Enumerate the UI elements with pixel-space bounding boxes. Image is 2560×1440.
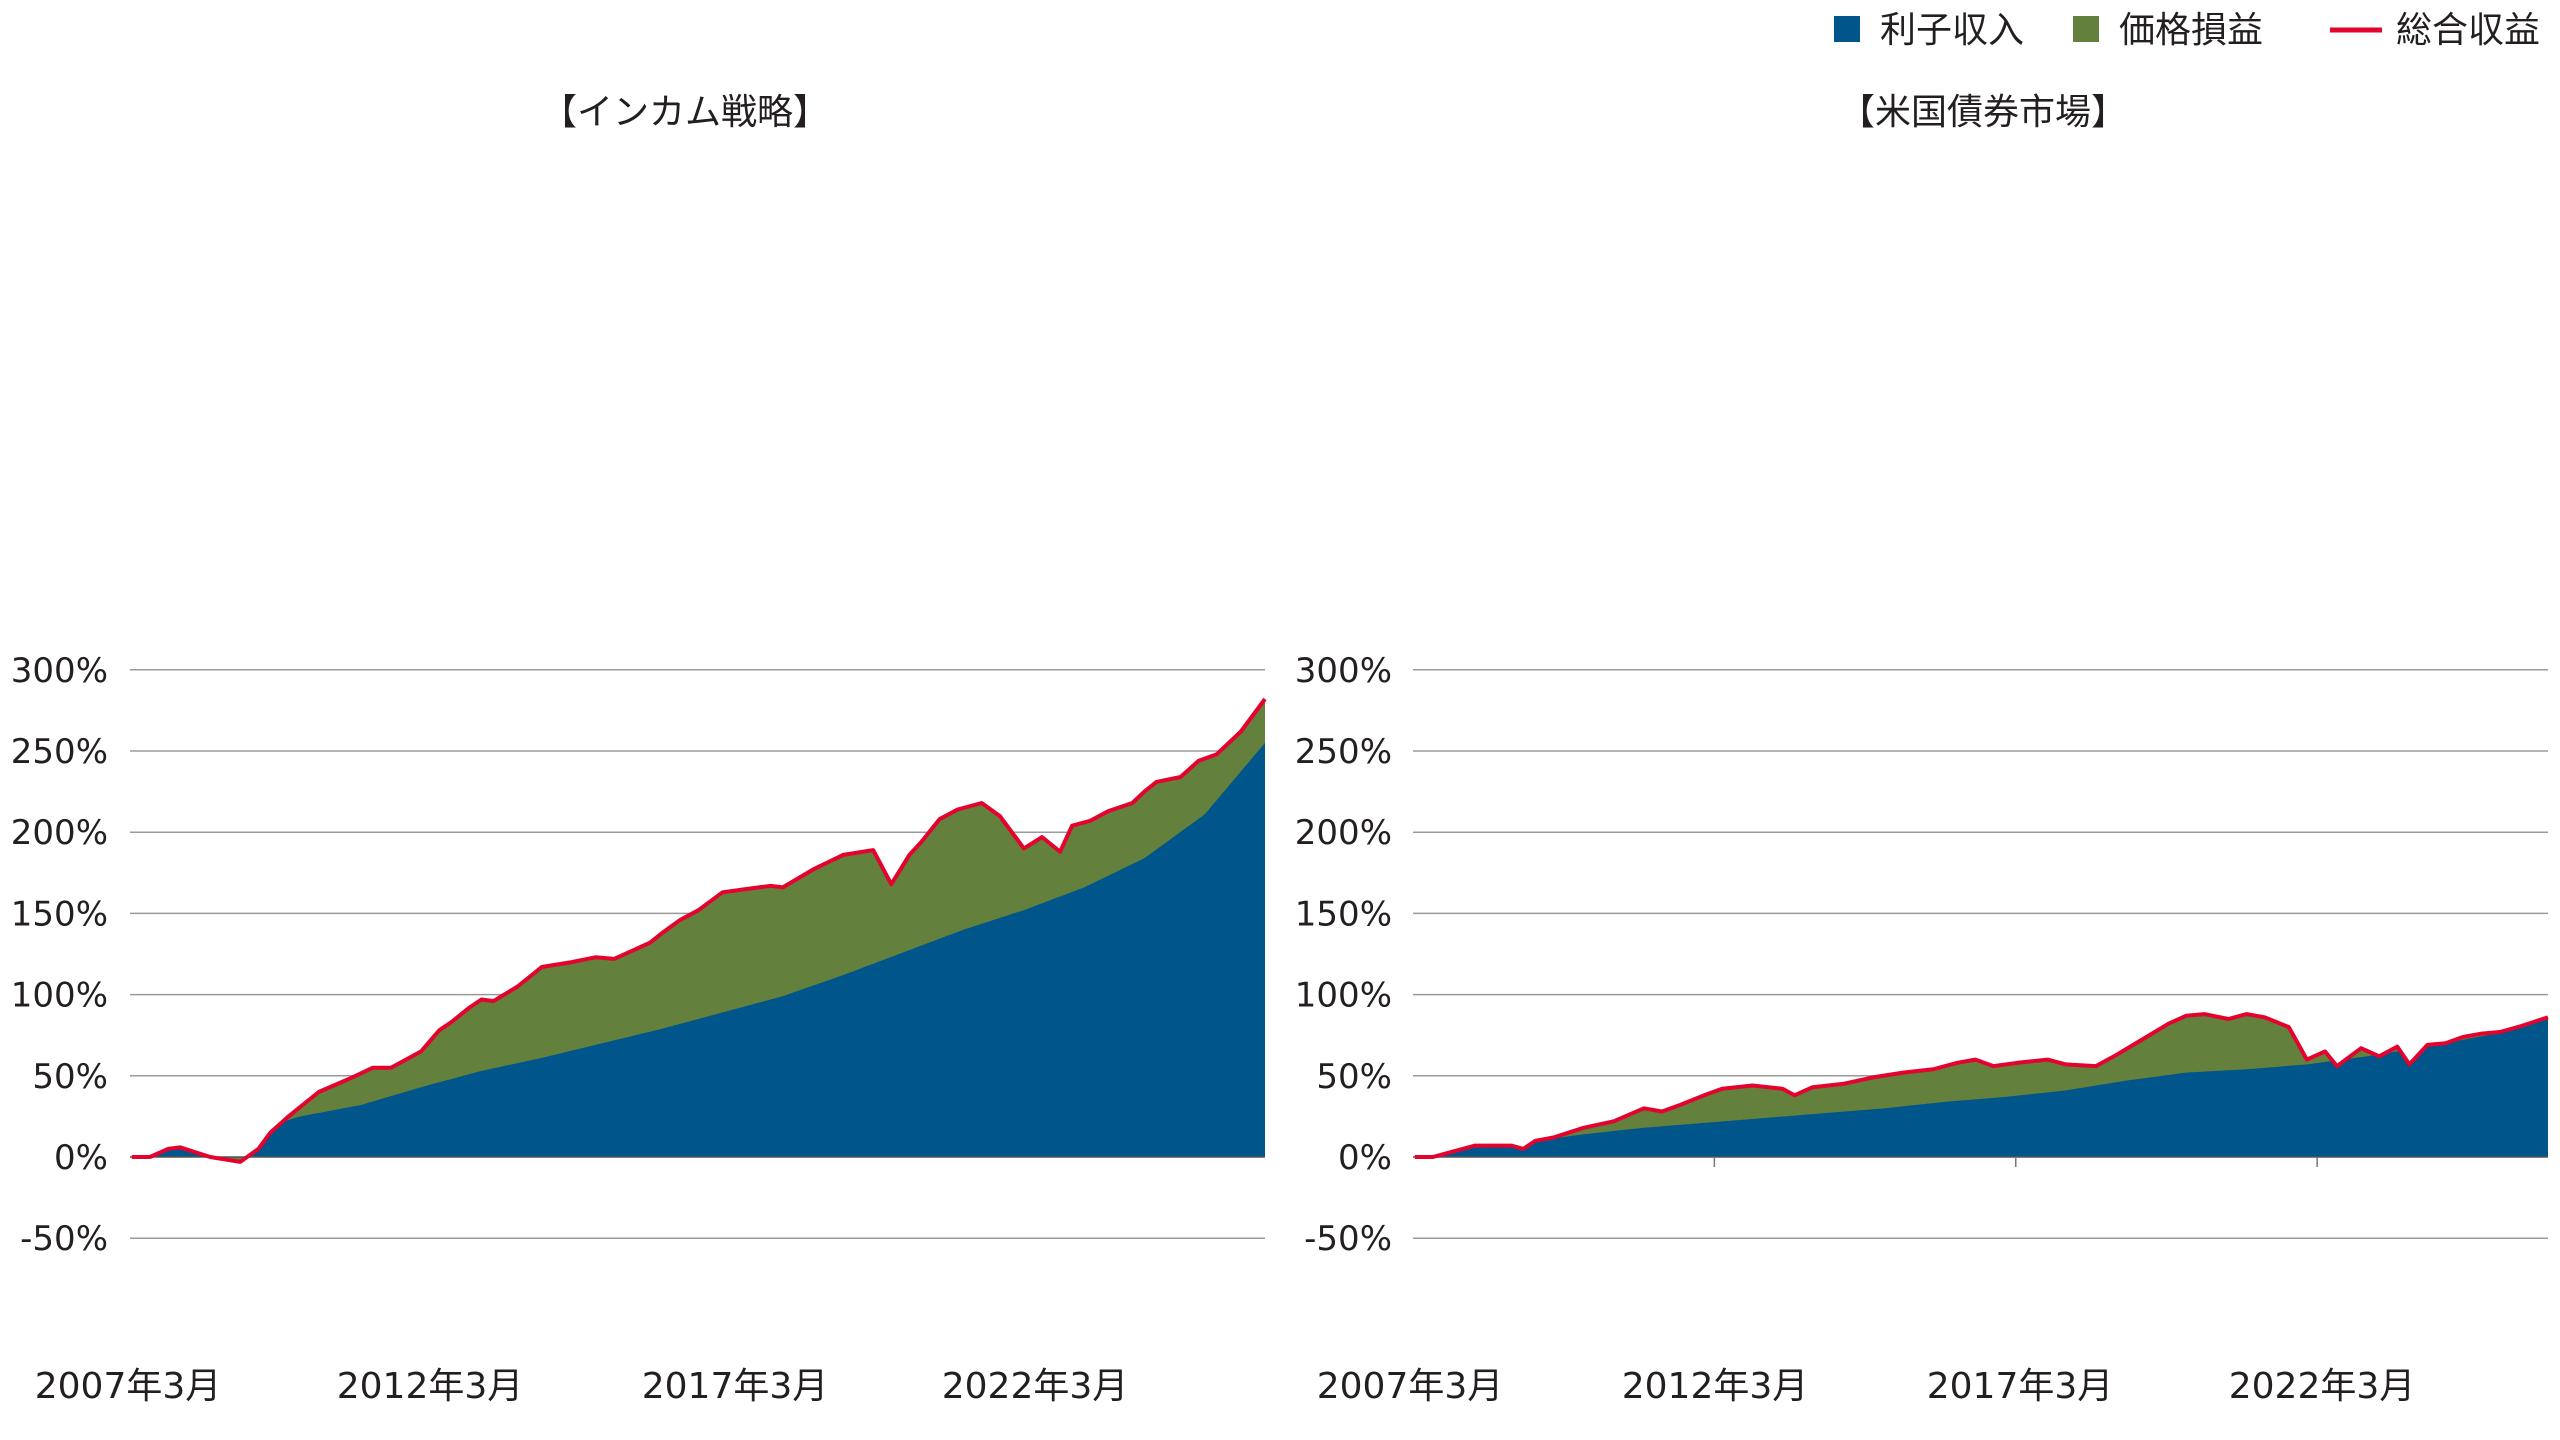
y-tick-label: -50%: [1304, 1219, 1392, 1259]
x-tick-label: 2017年3月: [1927, 1366, 2114, 1407]
y-tick-label: 150%: [11, 894, 108, 934]
legend-swatch-0: [1834, 16, 1860, 42]
us-bond-market-chart: 【米国債券市場】 -50% 0% 50% 100% 150% 200% 250% 300% 20…: [1295, 92, 2549, 1407]
x-tick-label: 2007年3月: [35, 1366, 222, 1407]
x-tick-label: 2012年3月: [1622, 1366, 1809, 1407]
legend-label-1: 価格損益: [2119, 10, 2263, 51]
x-tick-label: 2017年3月: [642, 1366, 829, 1407]
total-return-line: [131, 697, 1267, 1164]
chart-title-income-strategy: 【インカム戦略】: [541, 92, 829, 133]
x-tick-label: 2007年3月: [1317, 1366, 1504, 1407]
y-tick-label: 50%: [1316, 1057, 1392, 1097]
y-tick-label: 150%: [1295, 894, 1392, 934]
y-tick-label: -50%: [20, 1219, 108, 1259]
x-tick-label: 2012年3月: [337, 1366, 524, 1407]
y-tick-label: 0%: [1338, 1138, 1392, 1178]
y-tick-label: 100%: [1295, 976, 1392, 1016]
y-tick-label: 250%: [1295, 732, 1392, 772]
y-tick-label: 300%: [11, 651, 108, 691]
x-tick-label: 2022年3月: [942, 1366, 1129, 1407]
y-tick-label: 200%: [11, 813, 108, 853]
interest-income-area: [1413, 1017, 2548, 1157]
legend: 利子収入 価格損益 総合収益: [1834, 10, 2540, 51]
y-tick-label: 0%: [54, 1138, 108, 1178]
total-return-line: [1414, 1012, 2549, 1159]
y-tick-label: 200%: [1295, 813, 1392, 853]
x-tick-label: 2022年3月: [2229, 1366, 2416, 1407]
y-tick-label: 250%: [11, 732, 108, 772]
y-tick-label: 300%: [1295, 651, 1392, 691]
interest-income-area: [130, 742, 1265, 1157]
y-tick-label: 50%: [32, 1057, 108, 1097]
y-tick-label: 100%: [11, 976, 108, 1016]
legend-label-2: 総合収益: [2396, 10, 2540, 51]
chart-title-us-bond-market: 【米国債券市場】: [1839, 92, 2127, 133]
legend-swatch-1: [2073, 16, 2099, 42]
legend-label-0: 利子収入: [1880, 10, 2024, 51]
income-strategy-chart: 【インカム戦略】 -50% 0% 50% 100% 150% 200% 250% 300% 20…: [11, 92, 1267, 1407]
